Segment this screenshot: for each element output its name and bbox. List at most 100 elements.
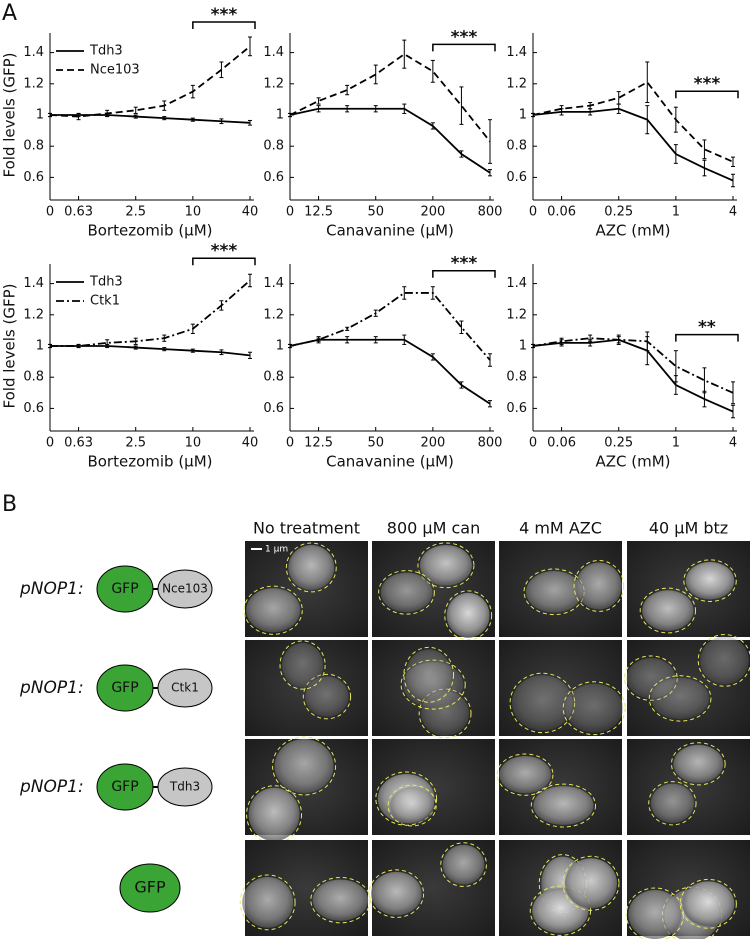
error-bar bbox=[731, 156, 735, 167]
error-bar bbox=[731, 381, 735, 405]
cell bbox=[673, 744, 724, 783]
error-bar bbox=[190, 117, 195, 122]
x-tick-label: 1 bbox=[672, 436, 680, 451]
y-tick-label: 0.6 bbox=[23, 401, 44, 416]
legend-label: Tdh3 bbox=[89, 44, 123, 59]
cell-outline bbox=[403, 646, 455, 703]
y-tick-label: 1 bbox=[276, 108, 284, 123]
error-bar bbox=[731, 404, 735, 419]
error-bar bbox=[162, 100, 167, 111]
cell-outline bbox=[387, 784, 437, 827]
cell bbox=[682, 881, 735, 927]
cell bbox=[419, 544, 472, 586]
x-tick-label: 12.5 bbox=[304, 436, 333, 451]
y-tick-label: 1.2 bbox=[263, 307, 284, 322]
significance-label: *** bbox=[211, 5, 238, 25]
error-bar bbox=[248, 36, 252, 57]
series-line bbox=[532, 107, 734, 182]
x-tick-label: 0.63 bbox=[64, 436, 93, 451]
significance-bracket bbox=[432, 43, 496, 52]
cell bbox=[700, 636, 749, 685]
x-tick-label: 1 bbox=[672, 205, 680, 220]
series-line bbox=[289, 338, 491, 405]
significance-label: *** bbox=[694, 74, 721, 94]
error-bar bbox=[559, 337, 564, 345]
error-bar bbox=[373, 64, 378, 85]
cell bbox=[628, 889, 682, 939]
cell-outline bbox=[279, 640, 326, 690]
cell bbox=[533, 786, 594, 825]
gfp-domain bbox=[96, 565, 154, 613]
cell bbox=[499, 756, 551, 794]
error-bar bbox=[459, 150, 464, 158]
error-bar bbox=[673, 350, 678, 383]
y-tick-label: 1 bbox=[36, 339, 44, 354]
series-line bbox=[289, 53, 491, 143]
significance-bracket bbox=[192, 21, 256, 29]
micrograph bbox=[239, 840, 371, 936]
error-bar bbox=[488, 353, 492, 367]
x-tick-label: 4 bbox=[729, 205, 737, 220]
cell-outline bbox=[670, 742, 726, 786]
gfp-domain bbox=[96, 664, 154, 712]
error-bar bbox=[248, 351, 252, 359]
x-tick-label: 0.25 bbox=[604, 205, 633, 220]
y-tick-label: 0.6 bbox=[506, 401, 527, 416]
y-tick-label: 0.8 bbox=[506, 139, 527, 154]
error-bar bbox=[430, 286, 435, 300]
x-tick-label: 50 bbox=[367, 205, 384, 220]
protein-label: Nce103 bbox=[162, 582, 208, 596]
cell bbox=[651, 677, 709, 720]
micrograph bbox=[245, 736, 368, 844]
y-axis-label: Fold levels (GFP) bbox=[1, 53, 19, 178]
y-tick-label: 0.8 bbox=[263, 370, 284, 385]
x-tick-label: 2.5 bbox=[125, 436, 146, 451]
gfp-label: GFP bbox=[111, 581, 138, 597]
protein-label: Ctk1 bbox=[171, 681, 199, 695]
significance-bracket bbox=[432, 269, 496, 278]
x-axis-label: AZC (mM) bbox=[595, 453, 670, 471]
micrograph bbox=[627, 541, 750, 637]
y-tick-label: 1.4 bbox=[263, 45, 284, 60]
column-header: 800 µM can bbox=[387, 519, 480, 538]
x-tick-label: 4 bbox=[729, 436, 737, 451]
micrograph bbox=[624, 634, 750, 736]
error-bar bbox=[133, 114, 138, 119]
error-bar bbox=[219, 118, 224, 125]
micrograph bbox=[245, 640, 368, 736]
y-tick-label: 1.2 bbox=[263, 76, 284, 91]
error-bar bbox=[162, 347, 167, 352]
error-bar bbox=[219, 300, 224, 311]
error-bar bbox=[702, 367, 707, 394]
x-tick-label: 10 bbox=[185, 205, 202, 220]
cell-outline bbox=[683, 559, 737, 602]
series-line bbox=[289, 107, 491, 174]
cell bbox=[246, 588, 301, 633]
error-bar bbox=[219, 61, 224, 79]
error-bar bbox=[133, 106, 138, 114]
error-bar bbox=[288, 343, 292, 349]
x-axis-label: Canavanine (µM) bbox=[326, 222, 454, 240]
cell bbox=[565, 683, 624, 733]
y-tick-label: 0.6 bbox=[506, 170, 527, 185]
significance-bracket bbox=[192, 257, 256, 266]
cell bbox=[512, 675, 573, 731]
promoter-label: pNOP1: bbox=[19, 777, 84, 797]
cell bbox=[242, 876, 294, 928]
x-tick-label: 800 bbox=[478, 205, 503, 220]
error-bar bbox=[345, 326, 350, 331]
error-bar bbox=[316, 97, 321, 105]
y-tick-label: 1.4 bbox=[506, 45, 527, 60]
error-bar bbox=[702, 159, 707, 177]
panel-label: A bbox=[2, 1, 17, 26]
cell-outline bbox=[697, 634, 750, 687]
x-tick-label: 0.06 bbox=[547, 205, 576, 220]
y-tick-label: 1.4 bbox=[263, 276, 284, 291]
y-tick-label: 0.8 bbox=[23, 370, 44, 385]
y-axis-label: Fold levels (GFP) bbox=[1, 284, 19, 409]
x-tick-label: 0 bbox=[529, 436, 537, 451]
cell-outline bbox=[239, 874, 296, 931]
y-tick-label: 1 bbox=[519, 339, 527, 354]
promoter-label: pNOP1: bbox=[19, 579, 84, 599]
